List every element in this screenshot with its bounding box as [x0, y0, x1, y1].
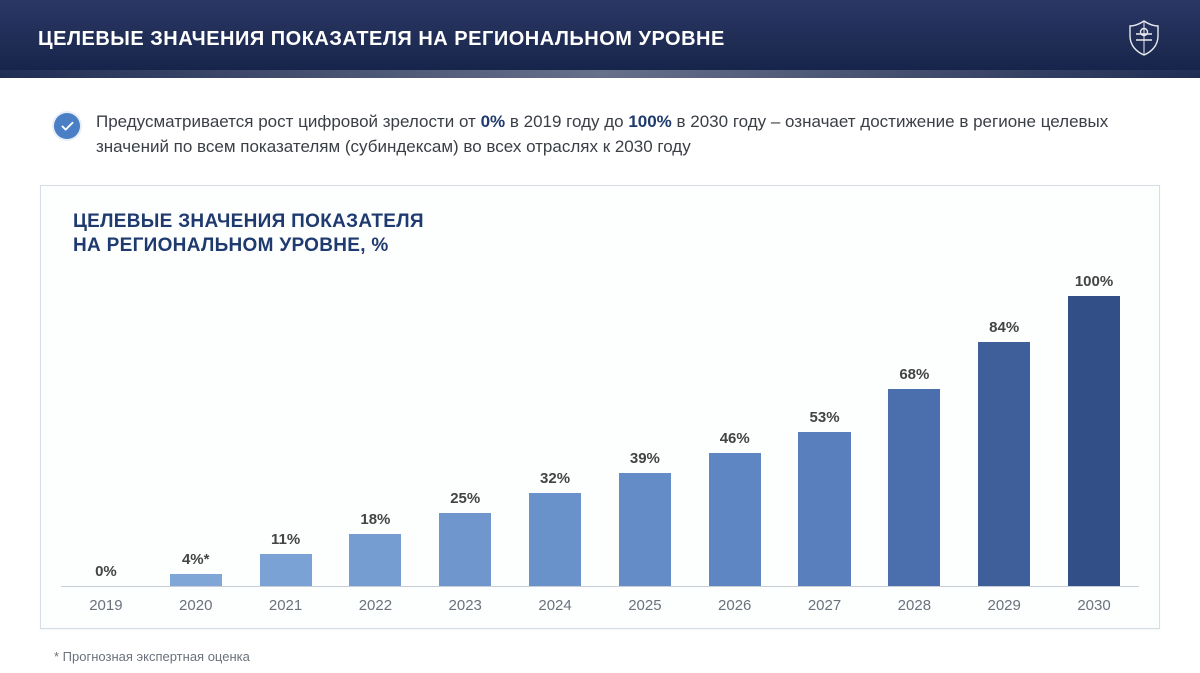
bar-value-label: 11% [271, 531, 300, 548]
bar-col: 39% [600, 272, 690, 586]
bar-col: 53% [780, 272, 870, 586]
intro-bold-100pct: 100% [628, 112, 671, 131]
x-tick: 2020 [151, 597, 241, 614]
bar-value-label: 68% [899, 366, 929, 383]
x-tick: 2025 [600, 597, 690, 614]
intro-row: Предусматривается рост цифровой зрелости… [0, 78, 1200, 179]
bar-value-label: 84% [989, 319, 1019, 336]
bar-col: 84% [959, 272, 1049, 586]
x-tick: 2029 [959, 597, 1049, 614]
emblem-icon [1126, 18, 1162, 63]
check-icon [54, 113, 80, 139]
chart-title-line1: ЦЕЛЕВЫЕ ЗНАЧЕНИЯ ПОКАЗАТЕЛЯ [73, 211, 424, 232]
x-tick: 2030 [1049, 597, 1139, 614]
x-tick: 2026 [690, 597, 780, 614]
chart-card: ЦЕЛЕВЫЕ ЗНАЧЕНИЯ ПОКАЗАТЕЛЯ НА РЕГИОНАЛЬ… [40, 185, 1160, 629]
bar [349, 534, 401, 586]
bar-col: 18% [330, 272, 420, 586]
bar-value-label: 25% [450, 490, 480, 507]
bar-value-label: 0% [95, 563, 117, 580]
x-tick: 2024 [510, 597, 600, 614]
bar-value-label: 18% [360, 511, 390, 528]
bar [619, 473, 671, 586]
intro-bold-0pct: 0% [481, 112, 506, 131]
chart-title-line2: НА РЕГИОНАЛЬНОМ УРОВНЕ, % [73, 235, 389, 256]
x-tick: 2021 [241, 597, 331, 614]
bar [260, 554, 312, 586]
chart-title: ЦЕЛЕВЫЕ ЗНАЧЕНИЯ ПОКАЗАТЕЛЯ НА РЕГИОНАЛЬ… [73, 210, 1139, 258]
intro-text: Предусматривается рост цифровой зрелости… [96, 110, 1146, 159]
x-tick: 2027 [780, 597, 870, 614]
intro-pre: Предусматривается рост цифровой зрелости… [96, 112, 481, 131]
header-bar: ЦЕЛЕВЫЕ ЗНАЧЕНИЯ ПОКАЗАТЕЛЯ НА РЕГИОНАЛЬ… [0, 0, 1200, 78]
intro-mid: в 2019 году до [505, 112, 628, 131]
bar-value-label: 53% [810, 409, 840, 426]
x-tick: 2028 [869, 597, 959, 614]
bar-value-label: 32% [540, 470, 570, 487]
footnote: * Прогнозная экспертная оценка [0, 629, 1200, 664]
x-axis: 2019202020212022202320242025202620272028… [61, 586, 1139, 614]
bar-col: 100% [1049, 272, 1139, 586]
bar [888, 389, 940, 586]
bar-value-label: 4%* [182, 551, 210, 568]
bar [529, 493, 581, 586]
bar-col: 0% [61, 272, 151, 586]
bars-area: 0% 4%* 11% 18% 25% 32% 39% 46% 53% 68% 84% 100% [61, 266, 1139, 586]
bar-value-label: 100% [1075, 273, 1113, 290]
x-tick: 2023 [420, 597, 510, 614]
bar [978, 342, 1030, 586]
bar-col: 4%* [151, 272, 241, 586]
bar-col: 11% [241, 272, 331, 586]
x-tick: 2019 [61, 597, 151, 614]
bar-col: 68% [869, 272, 959, 586]
bar [170, 574, 222, 586]
bar [439, 513, 491, 586]
bar-value-label: 46% [720, 430, 750, 447]
page-title: ЦЕЛЕВЫЕ ЗНАЧЕНИЯ ПОКАЗАТЕЛЯ НА РЕГИОНАЛЬ… [38, 28, 725, 51]
x-tick: 2022 [330, 597, 420, 614]
bar [709, 453, 761, 586]
bar [1068, 296, 1120, 586]
bar [798, 432, 850, 586]
bar-value-label: 39% [630, 450, 660, 467]
bar-col: 25% [420, 272, 510, 586]
bar-col: 46% [690, 272, 780, 586]
bar-col: 32% [510, 272, 600, 586]
